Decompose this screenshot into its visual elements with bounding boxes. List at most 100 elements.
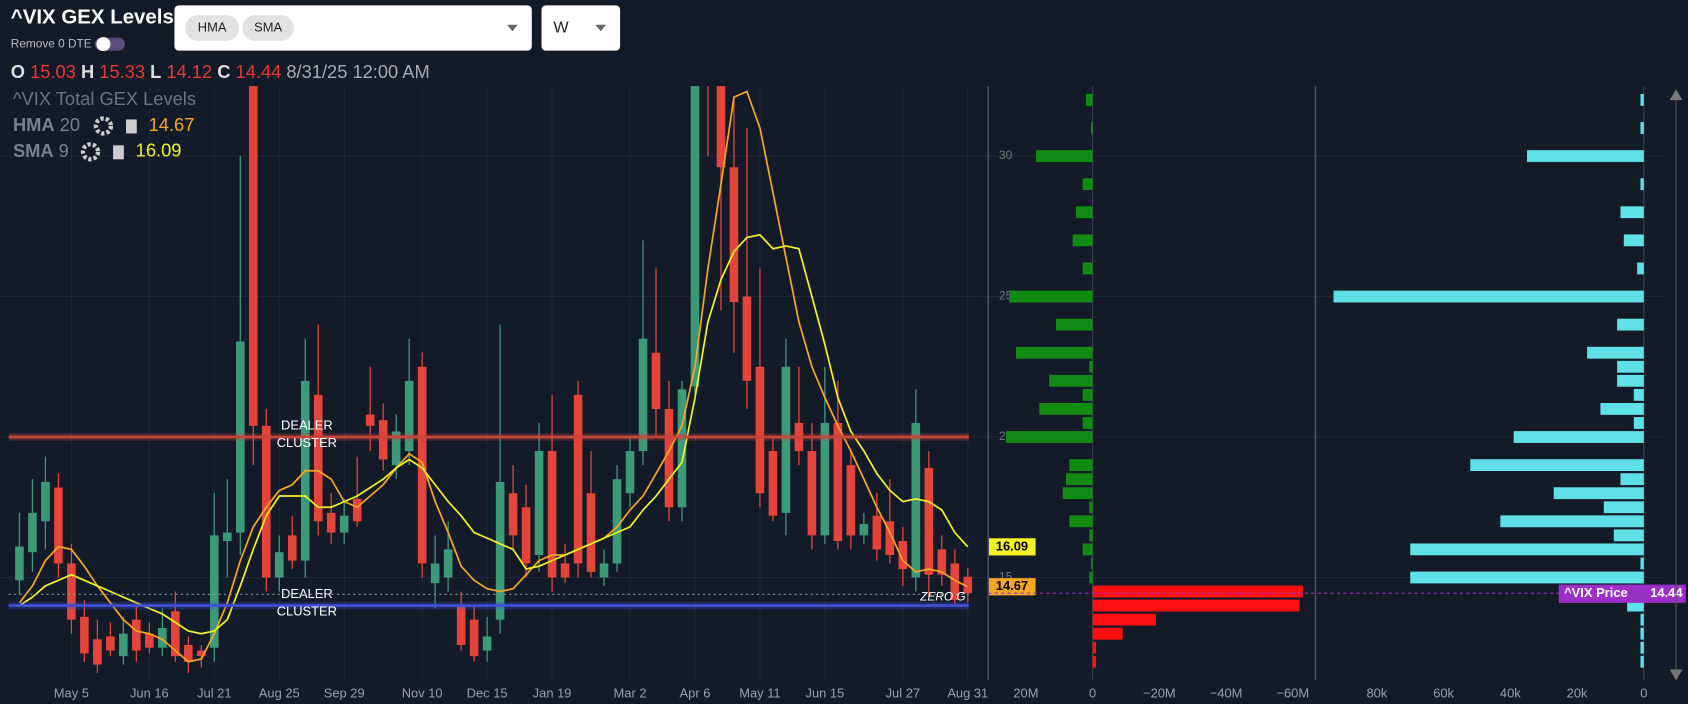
gex-bar xyxy=(1090,557,1093,570)
ohlc-date: 8/31/25 12:00 AM xyxy=(286,61,429,82)
legend-value: 16.09 xyxy=(136,140,182,161)
x-tick-label: 0 xyxy=(1089,686,1096,701)
legend-value: 14.67 xyxy=(149,114,195,135)
gex-bar xyxy=(1620,206,1644,219)
gex-bar xyxy=(1069,515,1093,528)
candle-body xyxy=(209,535,219,648)
x-tick-label: 20M xyxy=(1013,686,1038,701)
candle-body xyxy=(261,425,271,578)
candle-body xyxy=(287,535,297,561)
gex-bar xyxy=(1553,487,1644,500)
scroll-up[interactable] xyxy=(1669,89,1683,101)
gex-bar xyxy=(1075,206,1093,219)
gex-bar xyxy=(1085,93,1093,106)
candle-body xyxy=(833,422,843,541)
gex-bar xyxy=(1527,150,1644,162)
candle-body xyxy=(573,394,583,564)
ohlc-value: 14.44 xyxy=(236,61,282,82)
gex-bar xyxy=(1640,627,1644,640)
interval-label: W xyxy=(553,18,569,36)
candle-body xyxy=(171,611,180,657)
gex-bar xyxy=(1092,613,1157,626)
x-tick-label: Mar 2 xyxy=(614,686,647,701)
price-tag-label: ^VIX Price xyxy=(1564,585,1628,600)
candle-body xyxy=(93,639,102,665)
candle-body xyxy=(885,521,895,556)
x-tick-label: Apr 6 xyxy=(680,686,711,701)
interval-select[interactable] xyxy=(541,5,621,51)
candle-body xyxy=(274,552,284,578)
gex-bar xyxy=(1617,374,1644,387)
chip[interactable] xyxy=(242,15,294,41)
gex-bar xyxy=(1620,473,1644,486)
delete-icon[interactable] xyxy=(113,145,124,160)
gex-bar xyxy=(1640,178,1644,191)
delete-icon[interactable] xyxy=(126,119,137,134)
scroll-down[interactable] xyxy=(1669,669,1683,681)
gex-bar xyxy=(1640,93,1644,106)
legend-period: 9 xyxy=(59,140,69,161)
candle-body xyxy=(846,465,856,536)
candle-body xyxy=(443,549,453,578)
chip[interactable] xyxy=(185,15,240,41)
price-tag xyxy=(1558,584,1686,603)
candle-body xyxy=(145,633,154,648)
dropdown-arrow xyxy=(595,24,607,32)
gex-bar xyxy=(1640,641,1644,654)
settings-icon[interactable] xyxy=(80,142,101,162)
gex-bar xyxy=(1092,627,1123,640)
candle-body xyxy=(67,563,76,620)
gex-bar xyxy=(1470,459,1644,472)
ma-line xyxy=(18,233,969,635)
dropdown-arrow xyxy=(507,24,518,32)
candle-body xyxy=(898,540,908,570)
gex-bar xyxy=(1640,655,1644,668)
ohlc-value: 15.03 xyxy=(30,61,76,82)
candle-body xyxy=(638,338,648,452)
y-tick-label: 30 xyxy=(999,148,1013,162)
gex-bar xyxy=(1623,234,1644,247)
x-tick-label: −20M xyxy=(1143,686,1176,701)
candle-body xyxy=(664,408,674,508)
toggle-label: Remove 0 DTE xyxy=(11,36,92,50)
x-tick-label: −40M xyxy=(1210,686,1243,701)
x-tick-label: May 5 xyxy=(54,686,89,701)
candle-body xyxy=(378,420,388,460)
settings-icon[interactable] xyxy=(93,116,114,136)
candle-body xyxy=(963,576,973,594)
y-tick-label: 25 xyxy=(999,289,1013,303)
candle-body xyxy=(248,86,258,426)
legend-period: 20 xyxy=(60,114,80,135)
candle-body xyxy=(495,481,505,620)
candle-body xyxy=(365,414,375,426)
candle-body xyxy=(482,636,492,651)
price-tag-label: 16.09 xyxy=(996,538,1028,553)
candle-body xyxy=(158,628,167,648)
gex-bar xyxy=(1009,290,1093,303)
chip-label: SMA xyxy=(254,19,282,34)
candle-body xyxy=(937,549,947,575)
price-tag-label: 14.67 xyxy=(996,578,1028,593)
ohlc-line: O 15.03 H 15.33 L 14.12 C 14.44 8/31/25 … xyxy=(11,61,430,82)
candle-body xyxy=(391,431,401,466)
gex-bar xyxy=(1410,571,1644,584)
legend-row: HMA 20 xyxy=(13,114,80,135)
x-tick-label: Dec 15 xyxy=(467,686,508,701)
x-tick-label: Jul 27 xyxy=(886,686,920,701)
gex-bar xyxy=(1513,431,1644,443)
candle-body xyxy=(625,451,635,494)
ma-line xyxy=(18,90,969,663)
candles xyxy=(15,86,973,674)
chip-label: HMA xyxy=(198,19,227,34)
gex-bar xyxy=(1069,459,1093,472)
zero-gamma-label: ZERO G xyxy=(919,590,965,604)
gex-bar xyxy=(1333,290,1644,303)
gex-bar xyxy=(1092,641,1096,654)
candle-body xyxy=(326,512,336,533)
candle-body xyxy=(612,479,622,564)
gex-bar xyxy=(1072,234,1093,247)
x-tick-label: Sep 29 xyxy=(324,686,365,701)
